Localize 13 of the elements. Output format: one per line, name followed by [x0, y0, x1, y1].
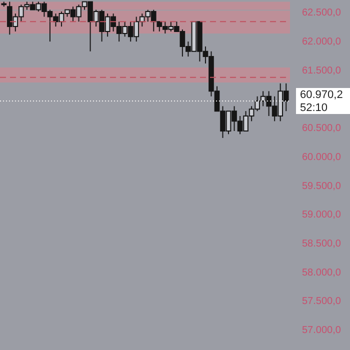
ref-line-label: 60.970,2 — [300, 88, 343, 101]
y-tick-label: 60.000,0 — [302, 152, 342, 163]
y-tick-label: 61.500,0 — [302, 65, 342, 76]
y-tick-label: 62.500,0 — [302, 8, 342, 19]
y-tick-label: 57.000,0 — [302, 325, 342, 336]
y-tick-label: 62.000,0 — [302, 36, 342, 48]
y-tick-label: 58.500,0 — [302, 238, 342, 250]
y-tick-label: 57.500,0 — [302, 296, 342, 308]
y-tick-label: 59.000,0 — [302, 210, 342, 221]
y-tick-label: 59.500,0 — [302, 180, 342, 192]
text: 52:10 — [300, 102, 328, 114]
y-tick-label: 60.500,0 — [302, 123, 342, 134]
y-tick-label: 58.000,0 — [302, 267, 342, 278]
